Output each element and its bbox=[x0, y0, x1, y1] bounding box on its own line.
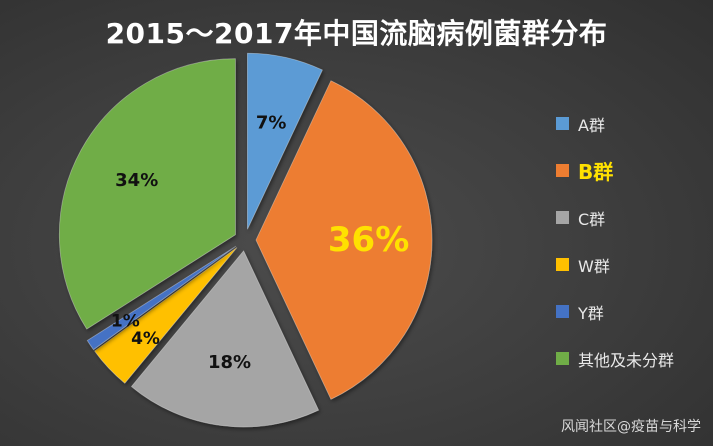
legend-label: W群 bbox=[578, 256, 610, 276]
data-label-y: 1% bbox=[111, 311, 140, 331]
legend: A群 B群 C群 W群 Y群其他及未分群 bbox=[556, 114, 674, 396]
pie-data-labels: 7% 36% 18% 4%1% 34% bbox=[111, 112, 409, 373]
legend-item-a: A群 bbox=[556, 114, 674, 135]
legend-label: B群 bbox=[578, 160, 614, 184]
legend-swatch bbox=[556, 117, 569, 130]
legend-item-c: C群 bbox=[556, 208, 674, 229]
legend-swatch bbox=[556, 211, 569, 224]
data-label-b: 36% bbox=[328, 220, 409, 260]
data-label-c: 18% bbox=[208, 352, 251, 373]
legend-item-w: W群 bbox=[556, 255, 674, 276]
legend-label: 其他及未分群 bbox=[578, 350, 675, 370]
chart-title: 2015～2017年中国流脑病例菌群分布 bbox=[105, 17, 608, 50]
legend-swatch bbox=[556, 352, 569, 365]
legend-swatch bbox=[556, 164, 569, 177]
legend-swatch bbox=[556, 305, 569, 318]
legend-label: Y群 bbox=[578, 303, 604, 323]
legend-label: A群 bbox=[578, 115, 605, 135]
pie-slice-b bbox=[255, 80, 433, 400]
pie-slice-c bbox=[130, 250, 320, 428]
pie-slice-w bbox=[94, 247, 238, 384]
legend-item-y: Y群 bbox=[556, 302, 674, 323]
data-label-w: 4% bbox=[131, 329, 160, 349]
legend-item-b: B群 bbox=[556, 160, 674, 184]
pie-slice-y bbox=[86, 245, 237, 351]
legend-label: C群 bbox=[578, 209, 606, 229]
legend-item-other-5: 其他及未分群 bbox=[556, 349, 675, 370]
data-label-other-5: 34% bbox=[115, 170, 158, 191]
pie-slice-a bbox=[247, 52, 323, 230]
pie-slices bbox=[58, 52, 433, 428]
data-label-a: 7% bbox=[256, 112, 287, 133]
watermark: 风闻社区@疫苗与科学 bbox=[561, 419, 701, 435]
legend-swatch bbox=[556, 258, 569, 271]
pie-slice-other-5 bbox=[58, 58, 236, 330]
